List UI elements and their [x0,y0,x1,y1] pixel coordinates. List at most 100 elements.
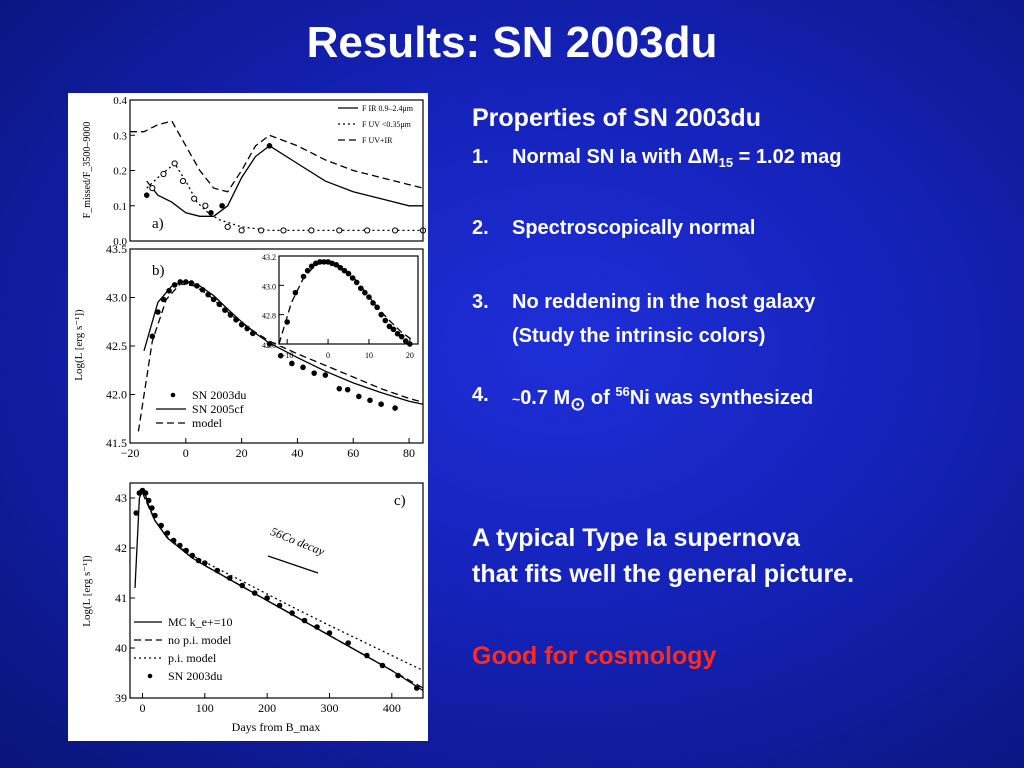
panel-b-data-point [183,279,189,285]
panel-b-data-point [194,283,200,289]
inset-data-point [374,304,380,311]
item-subscript: 15 [718,155,734,170]
panel-a-ytick-label: 0.0 [113,236,127,248]
panel-b-data-point [166,287,172,294]
panel-c-data-point [345,640,351,646]
inset-data-point [308,263,315,270]
panel-c-data-point [170,537,177,544]
panel-b-data-point [336,385,343,392]
panel-b-xtick-label: 0 [183,446,189,460]
item-text: Normal SN Ia with ΔM [512,146,719,168]
inset-data-point [394,330,401,337]
panel-b-ytick-label: 42.5 [106,339,127,353]
panel-c-series-line-1 [141,492,424,689]
panel-a-ytick-label: 0.2 [113,166,127,178]
panel-b-data-point [155,309,161,315]
panel-b-data-point [378,401,384,408]
panel-c-legend-swatch [147,673,153,679]
panel-b-data-point [222,307,228,313]
panel-c-ytick-label: 42 [115,541,127,555]
panel-b-data-point [149,333,156,340]
property-item-3: 3. No reddening in the host galaxy (Stud… [472,285,1012,353]
panel-b-data-point [171,282,178,288]
panel-c-data-point [142,490,149,496]
panel-c-legend-label: no p.i. model [168,633,232,647]
panel-c-data-point [177,542,183,549]
panel-b-legend-swatch [170,392,176,398]
inset-data-point [337,264,344,271]
item-superscript: 56 [615,384,630,399]
sun-symbol: ⊙ [570,394,586,414]
panel-b-data-point [289,360,295,367]
inset-xtick-label: 20 [406,351,414,360]
panel-b-legend-label: SN 2005cf [192,402,244,416]
panel-b-legend-label: model [192,416,223,430]
inset-data-point [284,319,290,325]
panel-a-data-point [266,143,273,149]
item-text: No reddening in the host galaxy [512,291,816,313]
panel-a-data-point [391,227,399,234]
panel-b-data-point [244,325,250,332]
panel-c-data-point [164,530,171,536]
panel-a-data-point [364,227,371,234]
inset-data-point [292,289,299,296]
co-decay-slope-line [267,555,319,574]
panel-b-data-point [177,279,184,285]
panel-c-xtick-label: 400 [383,701,401,715]
panel-b-data-point [300,364,306,371]
panel-a-legend-label: F UV+IR [362,136,393,145]
panel-b-data-point [210,296,217,303]
panel-c-data-point [202,560,208,566]
panel-b-data-point [188,280,195,286]
panel-b-data-point [205,291,211,298]
panel-a-data-point [280,227,287,234]
inset-data-point [390,326,397,333]
panel-b-data-point [266,341,273,347]
panel-c-data-point [145,497,152,504]
item-tail: Ni was synthesized [629,387,814,409]
inset-ytick-label: 42.8 [262,312,276,321]
panel-b-ytick-label: 43.5 [106,242,127,256]
panel-b-data-point [311,370,317,376]
panel-b-data-point [216,301,223,308]
panel-c-xtick-label: 0 [139,701,145,715]
panel-b-data-point [392,405,398,411]
inset-data-point [300,273,307,280]
panel-b-data-point [238,321,245,328]
inset-data-point [333,262,340,268]
inset-data-point [398,333,405,340]
panel-a-data-point [238,227,245,234]
panel-b-data-point [199,286,206,293]
inset-ytick-label: 43.2 [262,253,276,262]
panel-a-data-point [179,177,187,185]
light-curve-figure: 0.0 0.1 0.2 0.3 0.4 a) F_missed/F_3500–9000 F I… [68,93,428,741]
panel-b-series-line-1 [137,283,424,432]
inset-data-point [349,275,356,281]
panel-c-data-point [395,672,401,679]
panel-b-xtick-label: 40 [291,446,303,460]
panel-a-data-point [191,195,198,202]
inset-data-point [345,270,352,277]
inset-data-point [386,323,393,330]
inset-data-point [402,338,409,344]
properties-heading: Properties of SN 2003du [472,104,761,132]
inset-xtick-label: 0 [326,351,330,360]
panel-a-series-line-1 [146,162,423,232]
panel-a-data-point [149,185,156,192]
panel-c-xtick-label: 300 [320,701,338,715]
panel-c-data-point [226,575,233,581]
inset-xtick-label: −10 [281,351,294,360]
panel-b-data-point [277,352,284,359]
panel-b-data-point [344,386,351,393]
panel-c-legend-label: p.i. model [168,651,217,665]
item-number: 4. [472,384,489,406]
panel-a-legend-label: F UV <0.35μm [362,120,412,129]
item-tilde: ~ [512,391,521,407]
inset-ytick-label: 43.0 [262,282,276,291]
panel-a-series-line-2 [130,120,424,193]
panel-c-xtick-label: 100 [196,701,214,715]
inset-axes-frame [278,255,419,345]
panel-b-xtick-label: −20 [121,446,140,460]
panel-b-data-point [233,317,239,323]
panel-b-data-point [227,312,234,318]
